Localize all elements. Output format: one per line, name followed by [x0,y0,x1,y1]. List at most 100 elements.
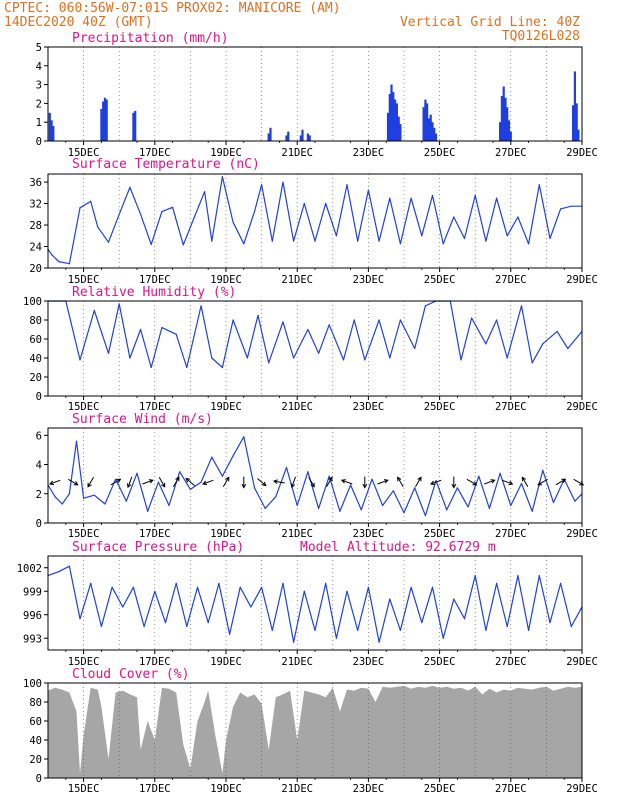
precip-bar [395,103,398,141]
rh-point [567,347,569,350]
header-model: TQ0126L028 [502,29,580,44]
wind-arrow-shaft [172,477,180,488]
pressure-point [154,590,156,592]
precip-bar [506,107,509,141]
panel-title-wind: Surface Wind (m/s) [72,412,213,427]
header-date: 14DEC2020 40Z (GMT) [4,15,153,30]
x-tick-label: 17DEC [139,147,171,159]
precip-bar [577,129,580,141]
temp-point [325,202,327,205]
wind-arrow-head [185,477,191,483]
pressure-point [560,582,562,585]
wind-arrow-head [310,482,315,488]
rh-point [342,359,345,361]
temp-point [421,235,423,237]
x-tick-label: 21DEC [281,656,313,668]
precip-bar [103,97,107,141]
pressure-point [346,590,348,592]
pressure-point [538,575,540,577]
panel-temp: Surface Temperature (nC) 20 24 28 32 36 15DEC 1… [29,157,597,286]
x-tick-label: 23DEC [353,401,385,413]
y-tick-label: 100 [23,678,42,690]
panel-title-pressure: Surface Pressure (hPa) [72,540,244,555]
wind-arrow-head [451,483,457,489]
temp-point [378,240,380,242]
panel-frame [47,555,583,651]
wind-arrow [377,479,389,485]
rh-point [471,317,473,319]
wind-arrow-shaft [142,479,153,485]
temp-point [528,243,530,245]
wind-point [147,510,149,512]
wind-arrow [362,476,368,489]
pressure-point [389,598,391,600]
panel-precip: Precipitation (mm/h) 0 1 2 3 4 5 15DEC 17DEC 19DE… [36,31,598,159]
precip-bar [429,114,432,141]
wind-point [243,436,245,438]
x-tick-label: 27DEC [495,401,527,413]
wind-point [424,515,426,517]
temp-point [243,243,245,245]
x-tick-label: 19DEC [210,274,242,286]
wind-arrow [110,478,122,486]
wind-arrow [340,479,353,485]
panel-frame [47,46,583,142]
temp-point [90,200,92,202]
rh-point [542,343,544,345]
precip-bar [134,110,137,141]
x-tick-label: 27DEC [495,274,527,286]
x-tick-label: 29DEC [566,656,598,668]
pressure-point [143,625,145,628]
pressure-point [282,582,284,585]
x-tick-label: 25DEC [424,147,456,159]
wind-point [75,440,78,442]
temp-point [463,237,466,240]
wind-arrow-head [261,481,267,487]
y-tick-label: 40 [29,353,42,365]
pressure-point [100,625,102,628]
precip-bar [507,120,511,141]
precip-bar [269,127,272,141]
wind-arrow-shaft [341,479,353,485]
x-tick-label: 15DEC [68,528,100,540]
rh-point [129,357,131,359]
pressure-point [271,629,273,632]
temp-point [442,243,444,245]
wind-arrow [290,476,296,489]
wind-arrow [142,479,154,485]
y-tick-label: 0 [36,773,42,785]
temp-point [79,207,81,209]
y-tick-label: 100 [23,296,42,308]
x-tick-label: 25DEC [424,528,456,540]
temp-point [560,208,562,210]
y-tick-label: 0 [36,518,42,530]
x-tick-label: 17DEC [139,528,171,540]
wind-arrow-head [397,476,402,482]
wind-arrow-head [49,480,54,486]
precip-bar [509,131,512,141]
wind-arrow-head [328,476,333,482]
wind-point [392,490,394,492]
wind-arrow-head [126,483,132,489]
pressure-point [218,582,220,585]
temp-point [150,243,152,245]
pressure-point [68,565,70,567]
precip-bar [301,129,304,141]
rh-point [107,352,110,354]
rh-point [150,366,152,369]
y-tick-label: 80 [29,697,42,709]
wind-arrow [501,479,514,486]
wind-arrow-head [362,483,368,489]
wind-arrow-head [175,476,180,482]
precip-bar [431,122,434,141]
rh-point [307,328,309,331]
x-tick-label: 17DEC [139,401,171,413]
wind-arrow-shaft [49,479,61,485]
wind-arrow [172,476,180,488]
panel-title-cloud: Cloud Cover (%) [72,667,189,682]
y-tick-label: 24 [29,242,42,254]
panel-title-precip: Precipitation (mm/h) [72,31,229,46]
wind-point [520,482,523,485]
wind-arrow [272,479,285,484]
